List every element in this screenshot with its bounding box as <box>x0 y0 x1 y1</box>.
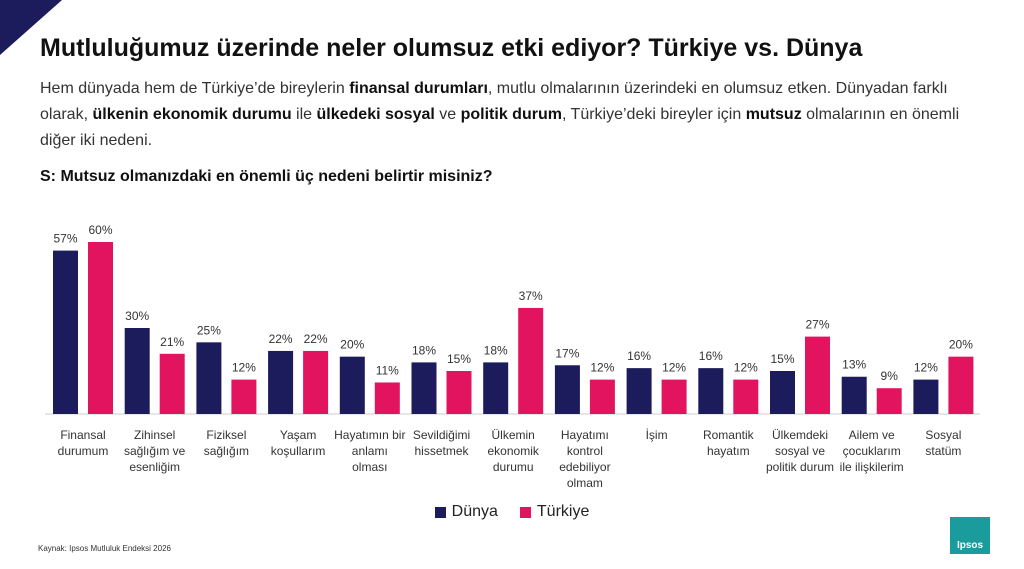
subtitle-segment: olmalarının en önemli diğer iki nedeni. <box>40 106 960 149</box>
value-label: 12% <box>662 361 686 375</box>
x-tick-label: Romantik hayatım <box>702 428 754 458</box>
legend: Dünya Türkiye <box>0 503 1024 521</box>
x-tick-label: İşim <box>645 428 668 442</box>
x-tick-label: Fiziksel sağlığım <box>203 428 250 458</box>
logo: Ipsos <box>950 517 990 554</box>
bar <box>589 379 615 414</box>
subtitle-segment: ülkenin ekonomik durumu <box>92 106 292 123</box>
bar <box>374 382 400 414</box>
value-label: 15% <box>447 352 471 366</box>
bar <box>53 250 78 414</box>
value-label: 57% <box>53 232 77 246</box>
value-label: 13% <box>842 358 866 372</box>
x-tick-label: Finansal durumum <box>57 428 109 458</box>
legend-item: Dünya <box>434 503 498 521</box>
bar <box>770 371 795 414</box>
bar <box>231 379 257 414</box>
title: Mutluluğumuz üzerinde neler olumsuz etki… <box>40 34 863 62</box>
legend-swatch <box>434 506 446 518</box>
bar <box>733 379 759 414</box>
value-label: 18% <box>484 343 508 357</box>
value-label: 21% <box>160 335 184 349</box>
bar <box>626 368 652 414</box>
bar <box>698 368 724 414</box>
bar <box>446 371 472 414</box>
value-label: 12% <box>590 361 614 375</box>
value-label: 22% <box>269 332 293 346</box>
value-label: 22% <box>304 332 328 346</box>
bar <box>841 376 867 414</box>
bar <box>339 356 365 414</box>
value-label: 16% <box>699 349 723 363</box>
corner-decoration <box>0 0 62 55</box>
subtitle-segment: ülkedeki sosyal <box>316 106 435 123</box>
subtitle-segment: , Türkiye’deki bireyler için <box>561 106 746 123</box>
value-label: 60% <box>88 223 112 237</box>
value-label: 12% <box>232 361 256 375</box>
x-tick-label: Hayatımın bir anlamı olması <box>334 428 406 474</box>
value-label: 17% <box>555 346 579 360</box>
subtitle-segment: ve <box>434 106 461 123</box>
value-label: 20% <box>340 338 364 352</box>
x-tick-label: Ailem ve çocuklarım ile ilişkilerim <box>839 428 904 474</box>
legend-label: Türkiye <box>536 503 590 520</box>
x-tick-label: Yaşam koşullarım <box>270 428 326 458</box>
value-label: 20% <box>949 338 973 352</box>
value-label: 18% <box>412 343 436 357</box>
value-label: 27% <box>805 318 829 332</box>
bar <box>876 388 902 414</box>
subtitle-segment: ile <box>291 106 317 123</box>
bar <box>268 350 294 414</box>
subtitle-segment: politik durum <box>460 106 562 123</box>
bar <box>805 336 830 414</box>
legend-label: Dünya <box>451 503 498 520</box>
subtitle-segment: mutsuz <box>745 106 802 123</box>
bar <box>303 350 329 414</box>
value-label: 25% <box>197 323 221 337</box>
bar <box>159 353 185 414</box>
bar <box>554 365 580 414</box>
subtitle-segment: Hem dünyada hem de Türkiye’de bireylerin <box>40 80 350 97</box>
bar <box>196 342 222 414</box>
bar <box>88 242 113 414</box>
value-label: 30% <box>125 309 149 323</box>
subtitle-segment: , mutlu olmalarının üzerindeki en olumsu… <box>40 80 948 123</box>
value-label: 11% <box>376 363 399 377</box>
bar <box>483 362 509 414</box>
question: S: Mutsuz olmanızdaki en önemli üç neden… <box>40 168 493 185</box>
value-label: 15% <box>770 352 794 366</box>
x-tick-label: Zihinsel sağlığım ve esenliğim <box>124 428 186 474</box>
x-tick-label: Ülkemdeki sosyal ve politik durum <box>765 428 835 474</box>
bar <box>411 362 437 414</box>
x-tick-label: Ülkemin ekonomik durumu <box>487 428 539 474</box>
legend-item: Türkiye <box>519 503 590 521</box>
x-tick-label: Sosyal statüm <box>925 428 962 458</box>
subtitle-segment: finansal durumları <box>349 80 488 97</box>
bar <box>913 379 939 414</box>
subtitle: Hem dünyada hem de Türkiye’de bireylerin… <box>40 76 990 154</box>
value-label: 37% <box>519 289 543 303</box>
x-tick-label: Hayatımı kontrol edebiliyor olmam <box>559 428 611 490</box>
bar <box>948 356 974 414</box>
value-label: 12% <box>914 361 938 375</box>
legend-swatch <box>519 506 531 518</box>
bar <box>661 379 687 414</box>
value-label: 16% <box>627 349 651 363</box>
source: Kaynak: Ipsos Mutluluk Endeksi 2026 <box>38 544 171 553</box>
bar <box>518 307 544 414</box>
bar <box>124 328 150 414</box>
x-tick-label: Sevildiğimi hissetmek <box>412 428 471 458</box>
value-label: 12% <box>734 361 758 375</box>
value-label: 9% <box>881 369 899 383</box>
